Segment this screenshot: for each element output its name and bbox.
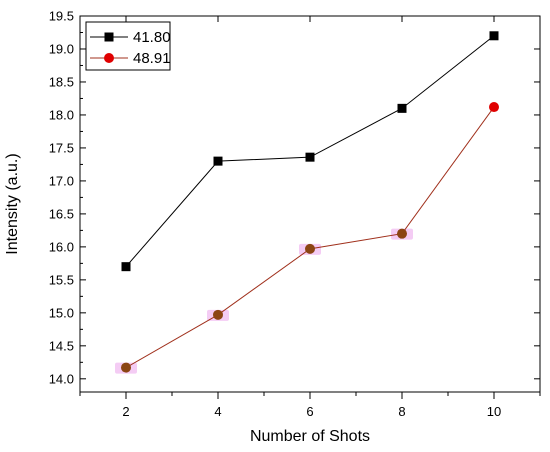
x-tick-label: 8 — [398, 404, 405, 419]
axis-ticks — [79, 15, 541, 399]
x-tick-label: 10 — [487, 404, 501, 419]
x-axis-title: Number of Shots — [250, 428, 370, 445]
tick-labels: 14.0 14.5 15.0 15.5 16.0 16.5 17.0 17.5 18.0 18.5… — [49, 9, 502, 420]
y-tick-label: 14.5 — [49, 338, 74, 353]
series-1-point — [489, 31, 499, 41]
y-tick-label: 17.5 — [49, 140, 74, 155]
series-2-point — [213, 309, 223, 320]
legend-box — [85, 21, 171, 71]
plot-frame — [79, 15, 541, 393]
y-tick-label: 15.5 — [49, 272, 74, 287]
x-tick-label: 6 — [306, 404, 313, 419]
series-1-point — [213, 156, 223, 166]
y-axis-title: Intensity (a.u.) — [4, 153, 21, 254]
series-2-point — [397, 228, 407, 239]
legend: 41.80 48.91 — [85, 21, 171, 71]
series-2-point — [121, 362, 131, 373]
series-1-point — [397, 103, 407, 113]
series-1-line — [125, 35, 495, 267]
y-tick-label: 14.0 — [49, 371, 74, 386]
x-tick-label: 4 — [214, 404, 221, 419]
legend-label-series-1: 41.80 — [133, 29, 171, 46]
y-tick-label: 19.0 — [49, 41, 74, 56]
y-tick-label: 18.0 — [49, 107, 74, 122]
legend-marker-series-2 — [104, 53, 114, 63]
legend-marker-series-1 — [104, 32, 114, 42]
y-tick-label: 16.5 — [49, 206, 74, 221]
y-tick-label: 17.0 — [49, 173, 74, 188]
y-tick-label: 19.5 — [49, 9, 74, 24]
series-2-point — [489, 102, 499, 113]
series-1-point — [305, 152, 315, 162]
series-1-point — [121, 262, 131, 272]
series-2-line — [125, 106, 495, 369]
y-tick-label: 15.0 — [49, 305, 74, 320]
x-tick-label: 2 — [122, 404, 129, 419]
series-2-point — [305, 243, 315, 254]
series-layer — [115, 31, 499, 374]
y-tick-label: 16.0 — [49, 239, 74, 254]
y-tick-label: 18.5 — [49, 74, 74, 89]
legend-label-series-2: 48.91 — [133, 50, 171, 67]
